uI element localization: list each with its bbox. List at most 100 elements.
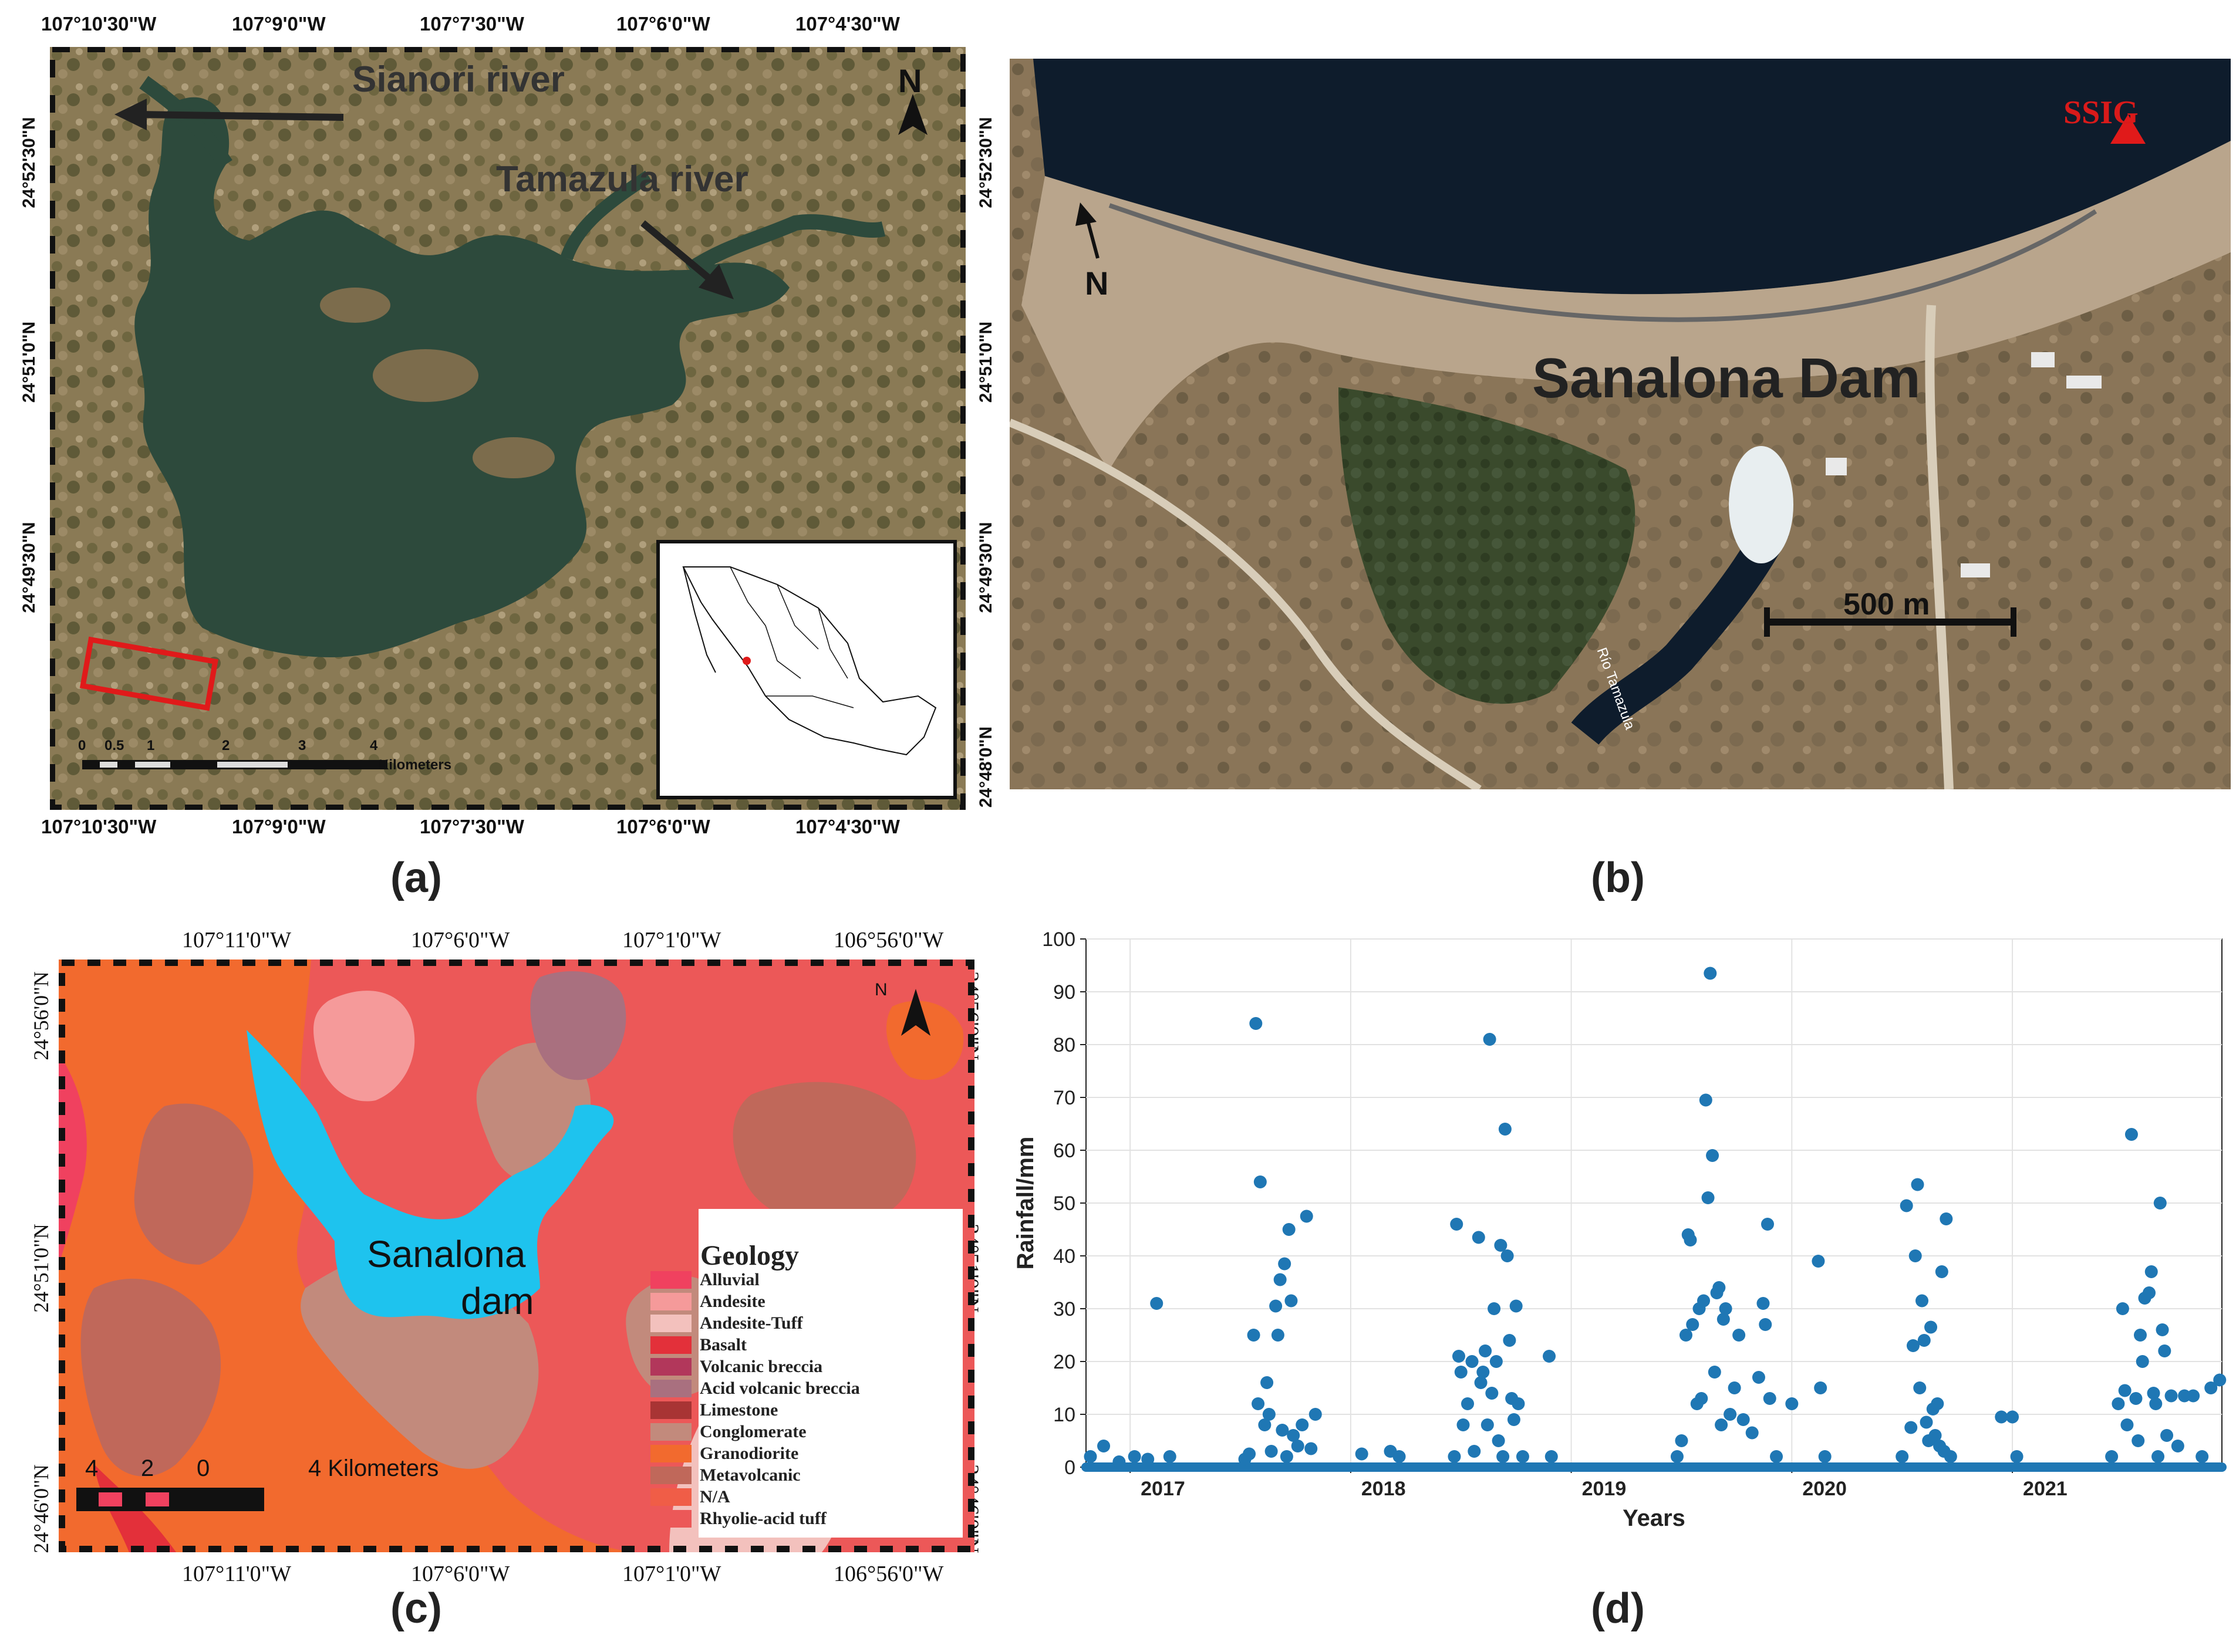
legend-swatch — [650, 1423, 692, 1441]
lon-tick-bottom-c: 106°56'0"W — [834, 1562, 944, 1586]
dam-aerial-photo — [1010, 59, 2231, 789]
legend-label: Alluvial — [700, 1269, 760, 1289]
data-point — [1697, 1294, 1711, 1308]
dam-label-c2: dam — [461, 1280, 534, 1322]
data-point — [1498, 1123, 1512, 1136]
data-point — [1258, 1418, 1272, 1431]
data-point — [1474, 1376, 1488, 1389]
data-point — [1503, 1334, 1516, 1347]
dam-label-c1: Sanalona — [367, 1233, 526, 1275]
data-point — [1252, 1397, 1265, 1410]
satellite-map-a — [50, 47, 966, 810]
x-tick-label: 2020 — [1802, 1478, 1847, 1500]
lat-tick-left-c: 24°51'0"N — [29, 1224, 53, 1313]
scale-unit-a: Kilometers — [379, 757, 452, 773]
legend-item: Acid volcanic breccia — [650, 1377, 903, 1399]
data-point — [1507, 1413, 1520, 1426]
data-point — [1995, 1410, 2008, 1424]
data-point — [1276, 1424, 1289, 1437]
data-point — [1485, 1387, 1499, 1400]
panel-b-photo: Sanalona Dam SSIG N 500 m Río Tamazula — [1010, 59, 2231, 789]
lon-tick-top-c: 107°1'0"W — [622, 928, 721, 952]
data-point — [2010, 1450, 2023, 1463]
lon-tick-bottom: 107°10'30"W — [41, 816, 157, 837]
x-tick-label: 2019 — [1582, 1478, 1627, 1500]
data-point — [1724, 1408, 1737, 1421]
ssig-label: SSIG — [2063, 94, 2139, 131]
caption-d: (d) — [1591, 1585, 1645, 1632]
data-point — [1818, 1450, 1832, 1463]
data-point — [1761, 1218, 1774, 1231]
tamazula-river-label: Tamazula river — [496, 159, 748, 200]
lon-tick-top: 107°4'30"W — [795, 13, 900, 35]
y-tick-label: 90 — [1053, 981, 1075, 1004]
lon-tick-bottom-c: 107°11'0"W — [182, 1562, 292, 1586]
data-point — [2132, 1434, 2145, 1447]
data-point — [1483, 1033, 1496, 1046]
legend-item: Volcanic breccia — [650, 1356, 903, 1377]
legend-item: Andesite — [650, 1290, 903, 1312]
data-point — [1465, 1355, 1479, 1368]
legend-swatch — [650, 1509, 692, 1528]
legend-label: Basalt — [700, 1335, 747, 1354]
data-point — [1695, 1392, 1708, 1405]
data-point — [1273, 1273, 1287, 1286]
north-label-b: N — [1085, 265, 1109, 302]
legend-item: Basalt — [650, 1334, 903, 1356]
data-point — [1253, 1175, 1267, 1188]
scale-number: 1 — [147, 738, 155, 754]
data-point — [1814, 1381, 1827, 1394]
legend-label: Andesite — [700, 1291, 765, 1311]
legend-item: Granodiorite — [650, 1442, 903, 1464]
data-point — [1128, 1450, 1141, 1463]
data-point — [1271, 1329, 1284, 1342]
legend-item: Andesite-Tuff — [650, 1312, 903, 1334]
lon-tick-bottom: 107°7'30"W — [420, 816, 524, 837]
data-point — [2171, 1440, 2184, 1452]
lon-tick-bottom: 107°4'30"W — [795, 816, 900, 837]
data-point — [1759, 1318, 1772, 1331]
legend-swatch — [650, 1271, 692, 1289]
y-tick-label: 40 — [1053, 1245, 1075, 1268]
data-point — [1247, 1329, 1260, 1342]
data-point — [1494, 1239, 1507, 1252]
y-tick-label: 50 — [1053, 1192, 1075, 1215]
dam-location-box — [79, 636, 218, 711]
data-point — [1719, 1302, 1732, 1315]
lon-tick-top: 107°6'0"W — [616, 13, 710, 35]
panel-d-rainfall-chart: 0 10 20 30 40 50 60 70 80 90 100 2017 2018 2019 2020 20… — [998, 915, 2236, 1590]
data-point — [1920, 1415, 1933, 1429]
data-point — [1492, 1434, 1505, 1447]
x-tick-label: 2021 — [2023, 1478, 2068, 1500]
y-tick-label: 60 — [1053, 1140, 1075, 1162]
data-point — [1468, 1445, 1481, 1458]
data-point — [2124, 1128, 2138, 1141]
legend-swatch — [650, 1357, 692, 1376]
legend-label: Metavolcanic — [700, 1465, 801, 1485]
lat-tick-left: 24°51'0"N — [19, 321, 39, 403]
legend-label: Rhyolie-acid tuff — [700, 1508, 827, 1528]
data-point — [2151, 1450, 2165, 1463]
data-point — [1479, 1344, 1492, 1357]
legend-swatch — [650, 1466, 692, 1484]
legend-label: Acid volcanic breccia — [700, 1378, 860, 1398]
data-point — [2136, 1355, 2149, 1368]
x-tick-label: 2017 — [1141, 1478, 1185, 1500]
data-point — [1296, 1418, 1309, 1431]
ssig-marker — [2110, 114, 2146, 144]
lon-tick-top-c: 107°11'0"W — [182, 928, 292, 952]
data-point — [1543, 1350, 1556, 1363]
dam-lake-shape — [247, 1030, 614, 1319]
data-point — [2120, 1418, 2134, 1431]
lon-tick-top: 107°7'30"W — [420, 13, 524, 35]
x-tick-label: 2018 — [1361, 1478, 1406, 1500]
data-point — [1911, 1178, 1924, 1191]
data-point — [1278, 1257, 1291, 1271]
data-point — [1112, 1455, 1126, 1468]
data-point — [2195, 1450, 2209, 1463]
data-point — [1287, 1429, 1300, 1442]
data-point — [2143, 1286, 2156, 1299]
data-point — [1904, 1421, 1918, 1434]
data-point — [1900, 1199, 1913, 1212]
lon-tick-bottom: 107°9'0"W — [232, 816, 326, 837]
